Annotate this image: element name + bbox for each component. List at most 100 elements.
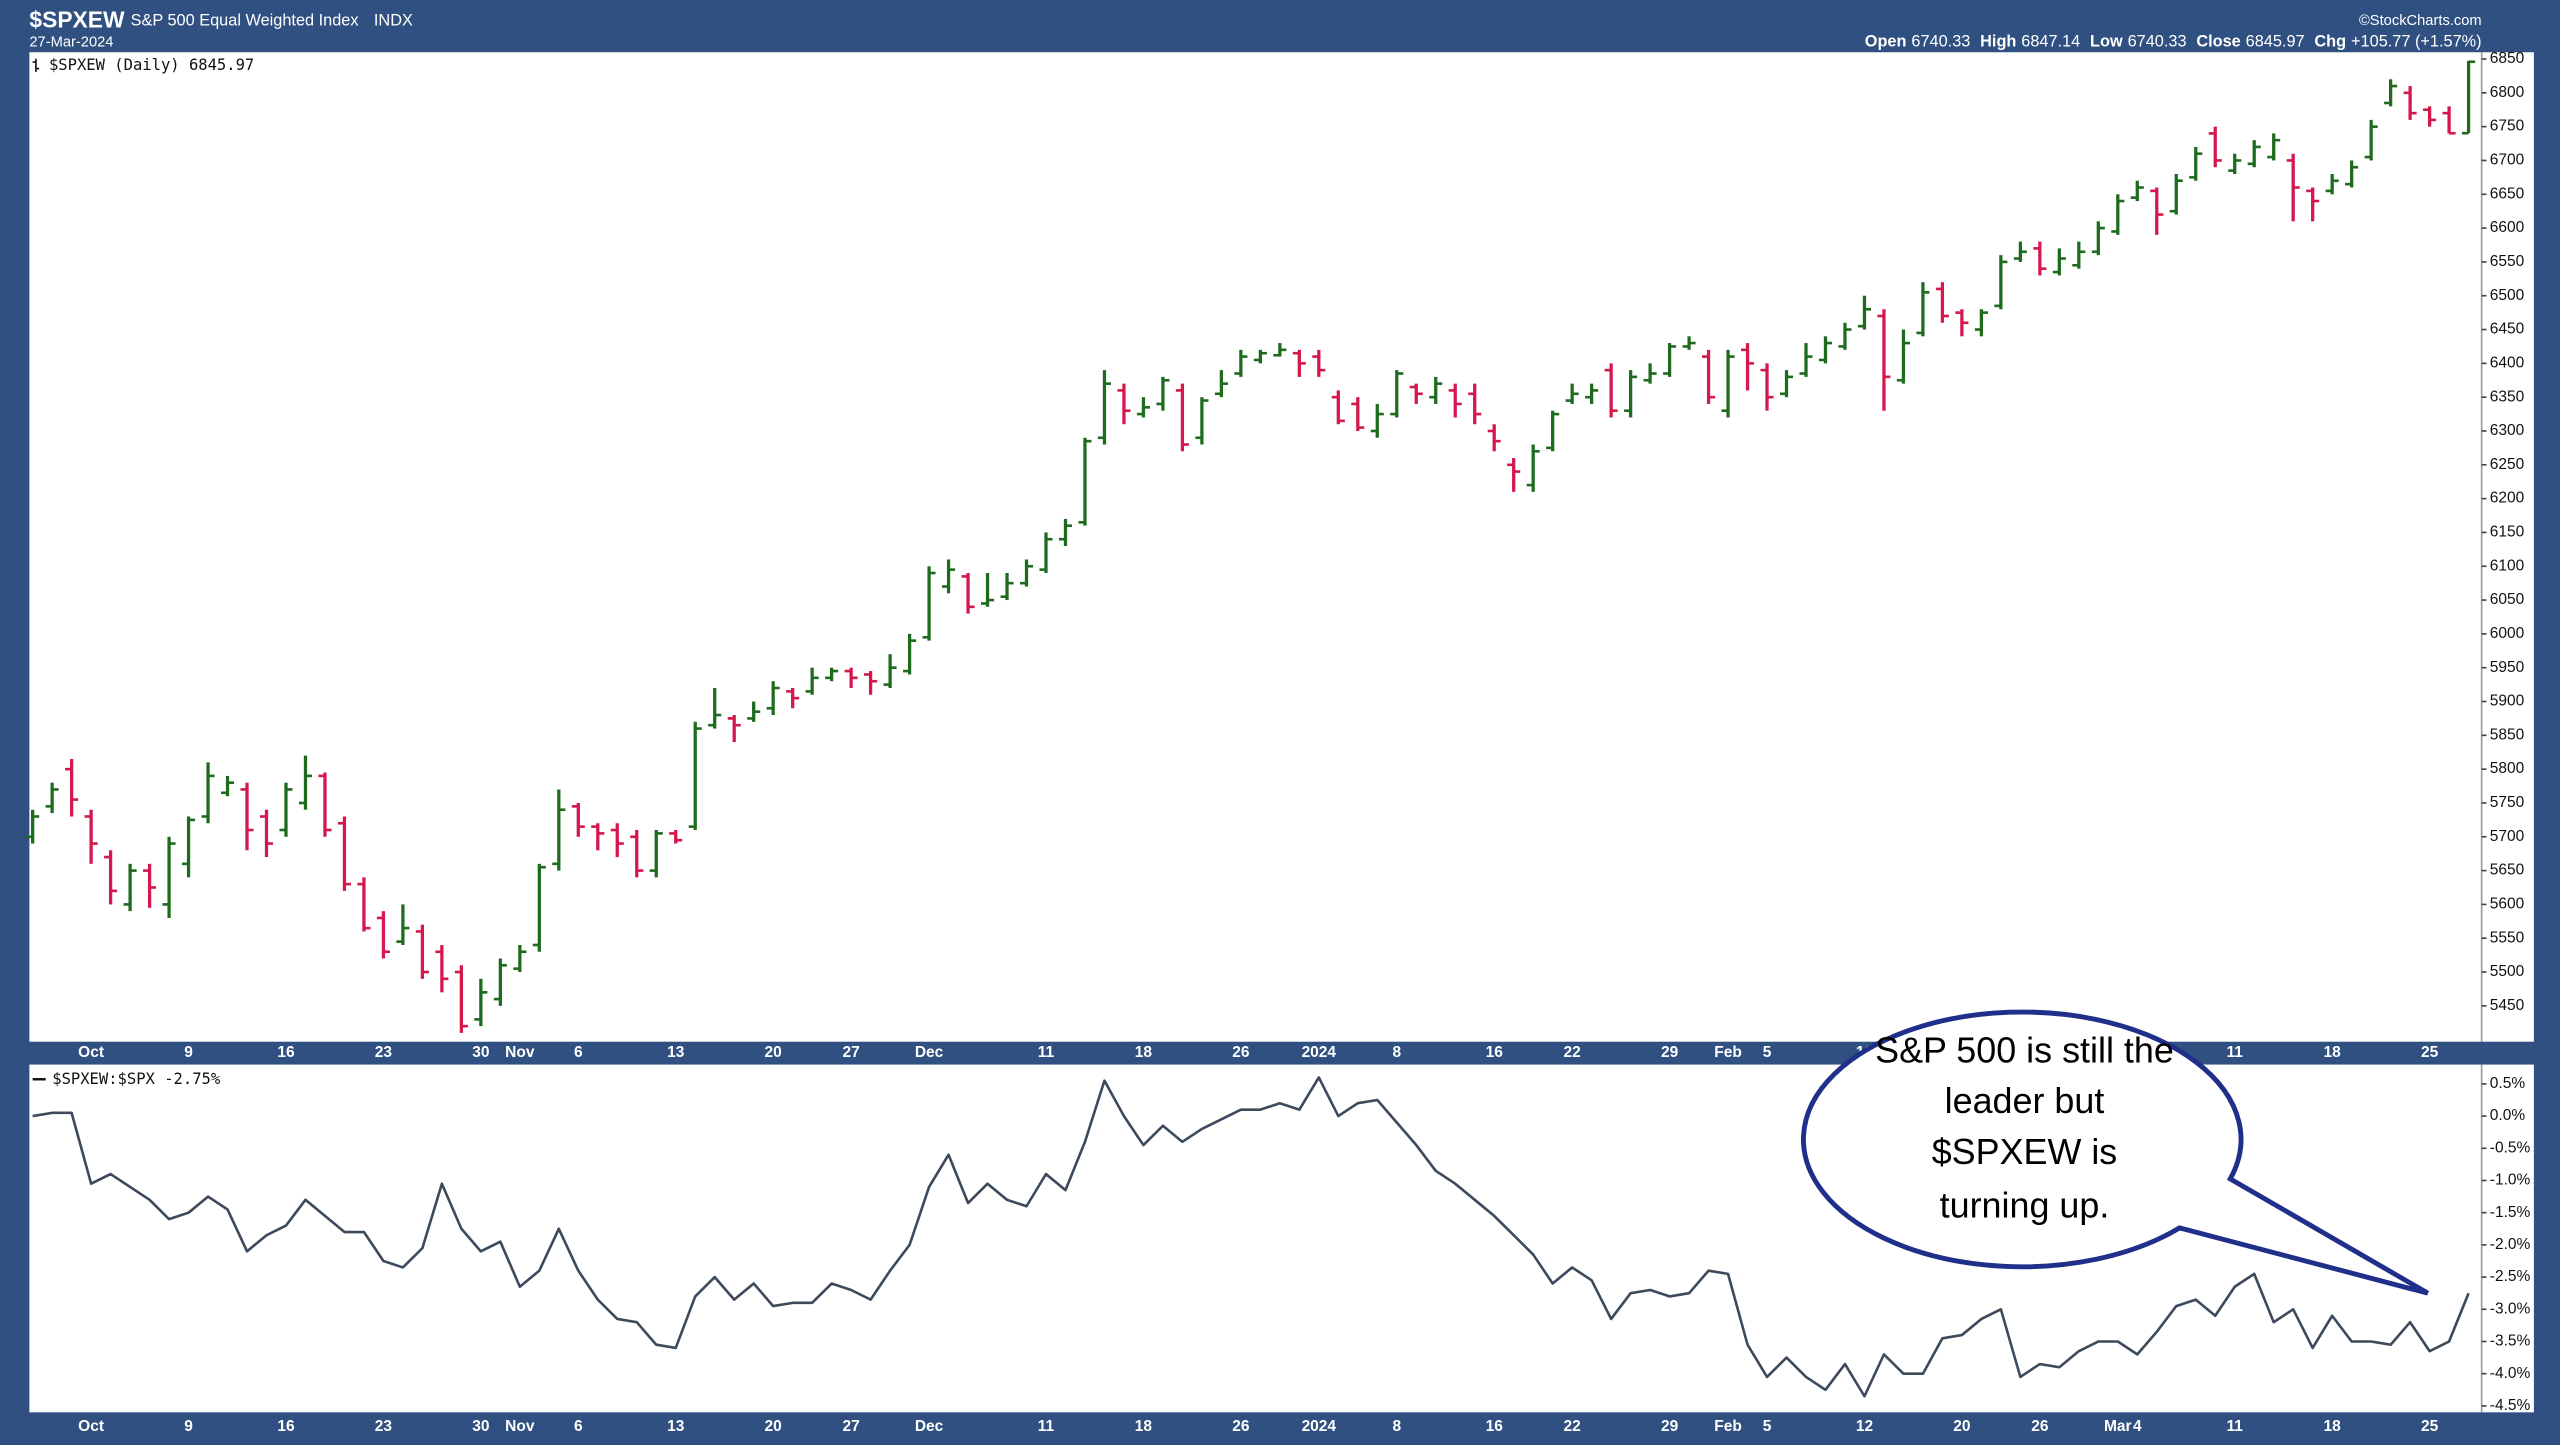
x-tick-label: 13 [667,1418,685,1435]
price-legend: $SPXEW (Daily) 6845.97 [32,56,254,74]
x-tick-label: 16 [277,1044,295,1061]
y-tick-label: 6750 [2490,118,2525,135]
x-tick-label: 25 [2421,1044,2439,1061]
x-tick-label: 27 [842,1044,859,1061]
y-tick-label: 5750 [2490,794,2525,811]
symbol: $SPXEW [29,6,125,32]
x-tick-label: Oct [78,1418,104,1435]
y-tick-label: 6800 [2490,84,2525,101]
x-tick-label: 2024 [1302,1418,1337,1435]
x-tick-label: 5 [1763,1044,1772,1061]
y-tick-label: -2.0% [2490,1236,2531,1253]
x-tick-label: 26 [1232,1418,1250,1435]
y-tick-label: 6050 [2490,591,2525,608]
x-tick-label: 23 [375,1044,393,1061]
x-tick-label: 20 [765,1418,782,1435]
y-tick-label: -0.5% [2490,1139,2531,1156]
index-name: S&P 500 Equal Weighted Index [131,12,359,30]
quote-value: 6740.33 [1911,33,1970,51]
x-tick-label: 4 [2133,1418,2142,1435]
y-tick-label: 6450 [2490,321,2525,338]
date: 27-Mar-2024 [29,34,113,50]
quote: Open 6740.33 High 6847.14 Low 6740.33 Close 684… [1865,33,2482,51]
y-tick-label: 6250 [2490,456,2525,473]
x-tick-label: 20 [1953,1418,1970,1435]
quote-value: 6740.33 [2128,33,2187,51]
x-tick-label: Dec [915,1044,944,1061]
y-tick-label: 5950 [2490,659,2525,676]
callout-text: leader but [1945,1080,2105,1121]
quote-value: 6845.97 [2246,33,2305,51]
exchange: INDX [374,12,413,30]
quote-label: Open [1865,33,1907,51]
y-tick-label: 5450 [2490,997,2525,1014]
source: ©StockCharts.com [2359,13,2482,29]
x-tick-label: 26 [2031,1418,2049,1435]
x-tick-label: 16 [277,1418,295,1435]
x-tick-label: Dec [915,1418,944,1435]
x-tick-label: 18 [1135,1044,1153,1061]
y-tick-label: 6500 [2490,287,2525,304]
y-tick-label: 6650 [2490,185,2525,202]
x-tick-label: Nov [505,1418,535,1435]
y-tick-label: 5800 [2490,760,2525,777]
y-tick-label: 5850 [2490,726,2525,743]
callout-text: S&P 500 is still the [1875,1030,2174,1071]
y-tick-label: 6100 [2490,557,2525,574]
x-tick-label: Nov [505,1044,535,1061]
callout: S&P 500 is still the leader but $SPXEW is t… [1801,1009,2429,1296]
y-tick-label: 6150 [2490,524,2525,541]
y-tick-label: 6000 [2490,625,2525,642]
legend-icon [32,58,40,72]
legend-text: $SPXEW:$SPX -2.75% [52,1070,221,1088]
callout-text: turning up. [1940,1185,2110,1226]
x-tick-label: 16 [1486,1044,1504,1061]
x-tick-label: 8 [1392,1418,1401,1435]
quote-label: Low [2090,33,2123,51]
y-tick-label: -1.0% [2490,1172,2531,1189]
quote-label: High [1980,33,2016,51]
x-tick-label: 20 [765,1044,782,1061]
x-tick-label: 18 [2324,1418,2342,1435]
x-tick-label: 9 [184,1418,193,1435]
y-tick-label: 6600 [2490,219,2525,236]
quote-label: Chg [2314,33,2346,51]
ratio-line [32,1076,2470,1398]
x-tick-label: 11 [1038,1418,1055,1435]
y-tick-label: 6850 [2490,50,2525,67]
x-tick-label: 5 [1763,1418,1772,1435]
quote-value: 6847.14 [2021,33,2080,51]
legend-text: $SPXEW (Daily) 6845.97 [49,56,254,74]
y-tick-label: -3.5% [2490,1333,2531,1350]
x-tick-label: 13 [667,1044,685,1061]
x-tick-label: 2024 [1302,1044,1337,1061]
x-tick-label: 11 [1038,1044,1055,1061]
x-tick-label: 11 [2227,1418,2244,1435]
y-tick-label: 6350 [2490,388,2525,405]
x-tick-label: 11 [2227,1044,2244,1061]
x-tick-label: 30 [472,1044,489,1061]
x-tick-label: 27 [842,1418,859,1435]
x-tick-label: 22 [1564,1044,1581,1061]
x-tick-label: Mar [2104,1418,2132,1435]
y-tick-label: 5550 [2490,929,2525,946]
y-tick-label: -3.0% [2490,1300,2531,1317]
y-tick-label: 0.0% [2490,1107,2526,1124]
x-tick-label: 30 [472,1418,489,1435]
x-tick-label: 18 [2324,1044,2342,1061]
x-tick-label: 12 [1856,1418,1873,1435]
quote-value: +105.77 (+1.57%) [2351,33,2482,51]
y-tick-label: 6200 [2490,490,2525,507]
y-tick-label: 5500 [2490,963,2525,980]
x-tick-label: 8 [1392,1044,1401,1061]
callout-text: $SPXEW is [1932,1131,2118,1172]
x-tick-label: 9 [184,1044,193,1061]
x-tick-label: 29 [1661,1044,1679,1061]
x-tick-label: 22 [1564,1418,1581,1435]
y-tick-label: 6550 [2490,253,2525,270]
x-tick-label: 23 [375,1418,393,1435]
x-tick-label: 25 [2421,1418,2439,1435]
y-tick-label: 0.5% [2490,1075,2526,1092]
x-tick-label: Feb [1714,1418,1742,1435]
x-tick-label: 6 [574,1418,583,1435]
